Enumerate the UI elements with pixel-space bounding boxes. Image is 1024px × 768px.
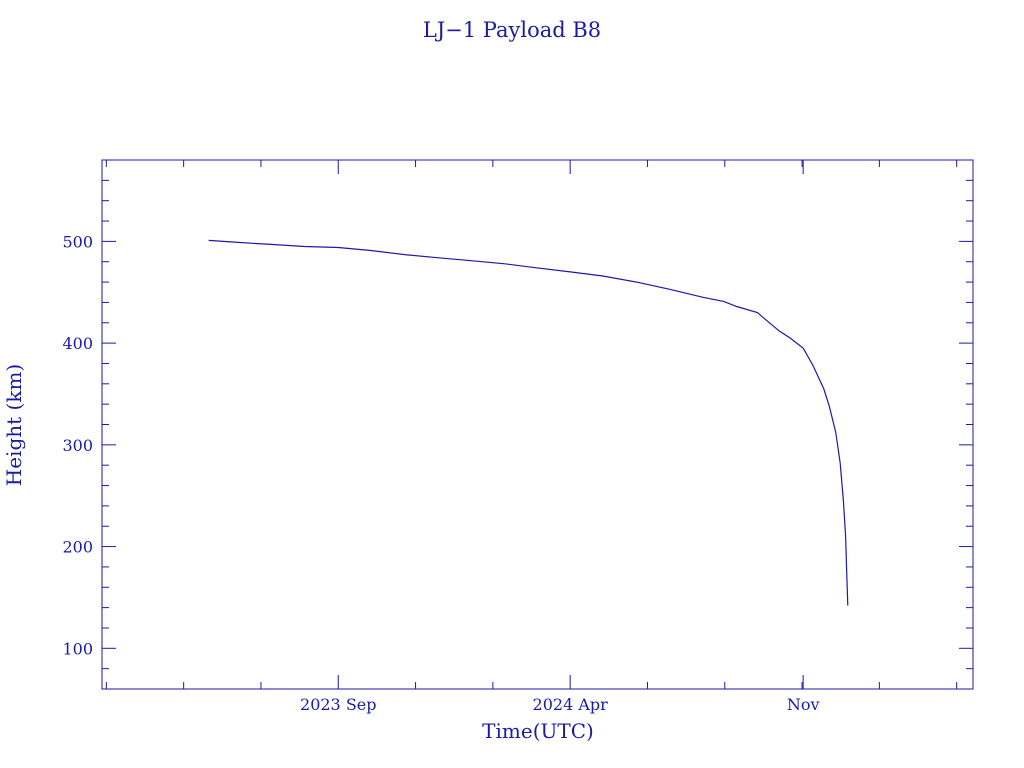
chart-title: LJ−1 Payload B8 <box>423 18 601 42</box>
y-axis: 100 200 300 400 500 <box>62 232 973 658</box>
y-tick-label: 400 <box>62 334 93 353</box>
y-axis-label: Height (km) <box>2 364 26 486</box>
minor-ticks <box>102 160 973 689</box>
x-tick-label: 2023 Sep <box>300 695 376 714</box>
x-axis: 2023 Sep 2024 Apr Nov <box>300 160 819 714</box>
x-tick-label: Nov <box>787 695 820 714</box>
y-tick-label: 500 <box>62 232 93 251</box>
y-tick-label: 200 <box>62 538 93 557</box>
series-line <box>208 239 849 606</box>
y-tick-label: 100 <box>62 639 93 658</box>
plot-frame <box>101 159 974 690</box>
x-tick-label: 2024 Apr <box>533 695 609 714</box>
y-tick-label: 300 <box>62 436 93 455</box>
x-axis-label: Time(UTC) <box>482 719 594 743</box>
